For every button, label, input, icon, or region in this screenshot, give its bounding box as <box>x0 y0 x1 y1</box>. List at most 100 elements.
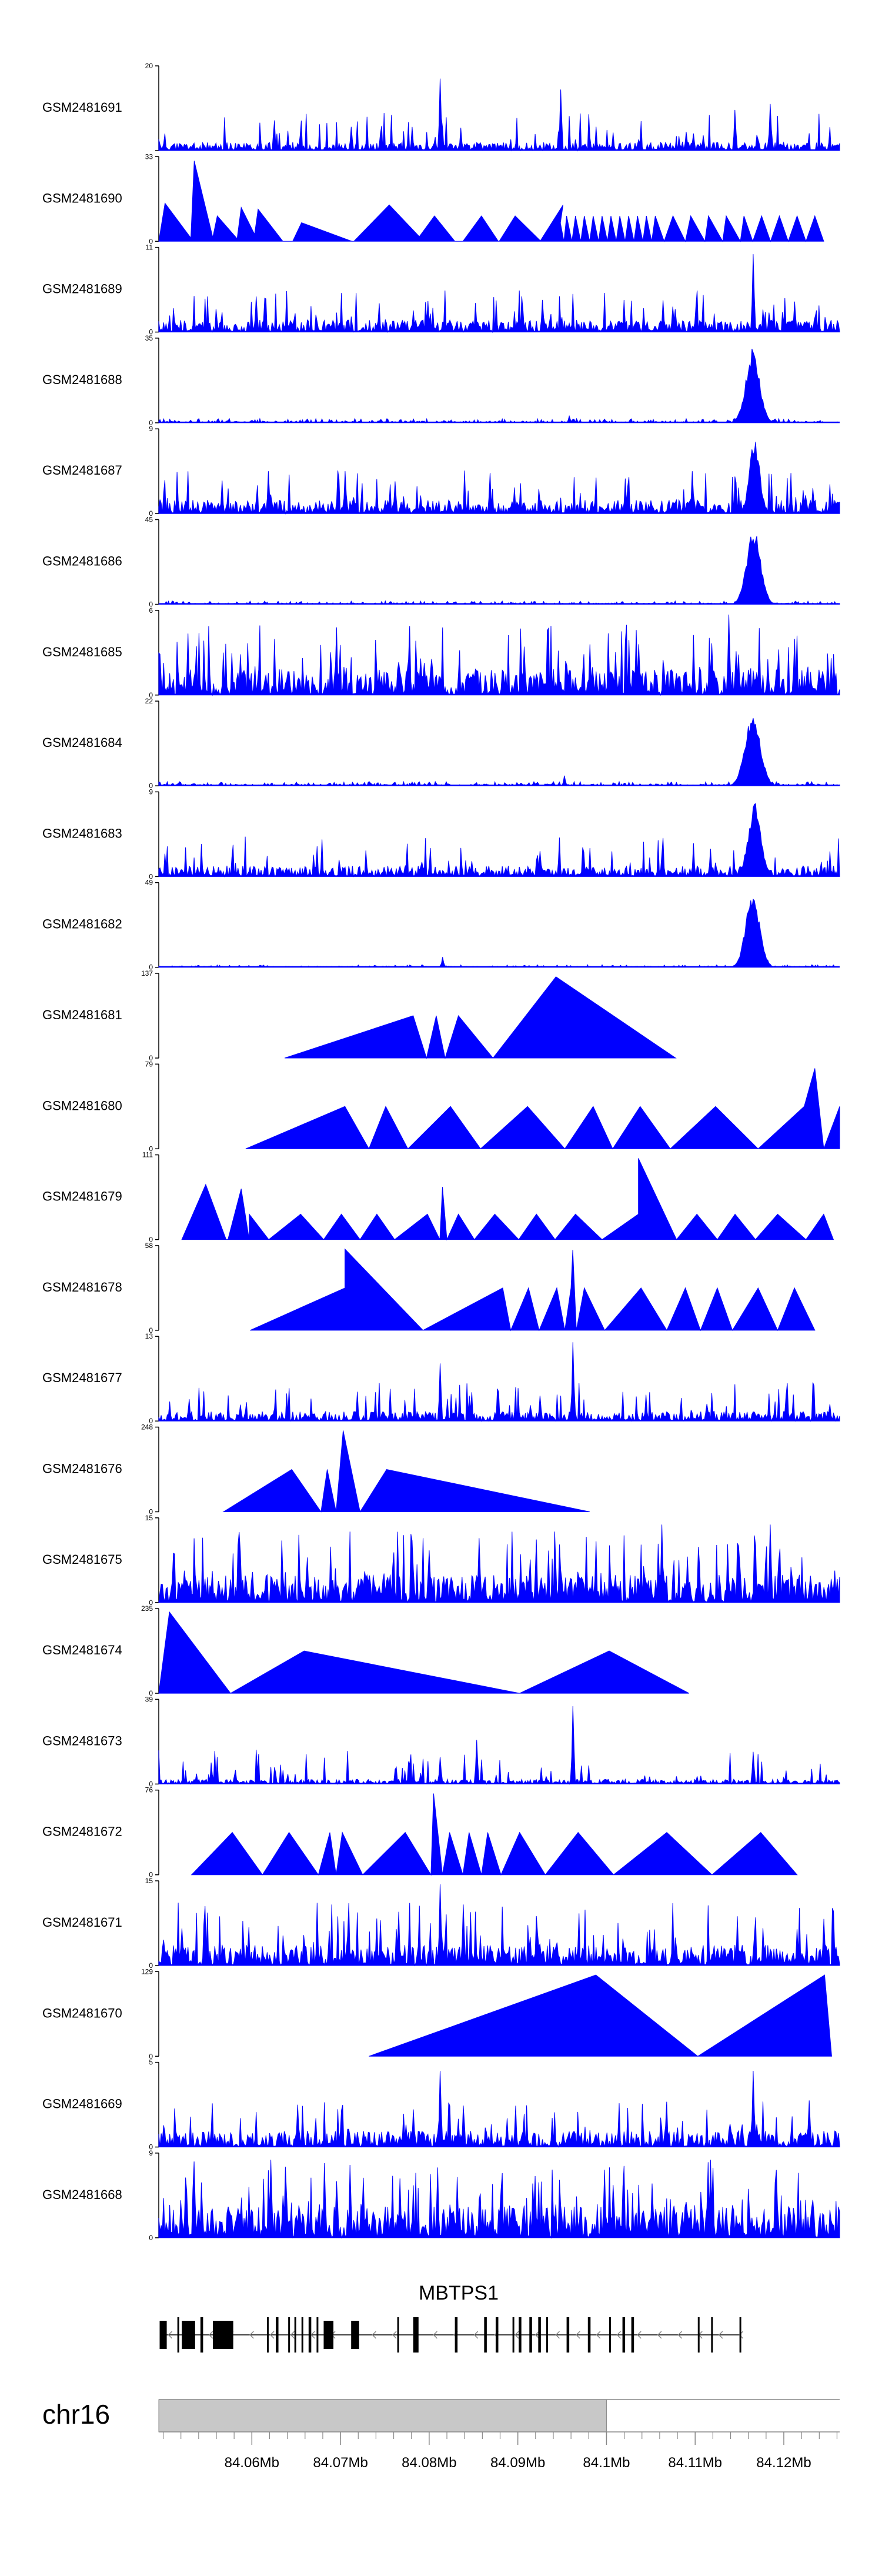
tick-label: 84.1Mb <box>583 2455 630 2471</box>
y-max-label: 6 <box>149 606 153 615</box>
tick-label: 84.12Mb <box>756 2455 811 2471</box>
y-max-label: 11 <box>146 243 153 252</box>
y-min-label: 0 <box>149 2234 153 2242</box>
gene-exon <box>484 2317 487 2353</box>
track-gsm2481683: GSM2481683 9 0 <box>42 788 840 880</box>
genome-axis: chr16 84.06Mb 84.07Mb 84.08Mb 84.09Mb 84.1Mb 8… <box>42 2399 840 2471</box>
track-label: GSM2481686 <box>42 554 122 569</box>
y-min-label: 0 <box>149 1054 153 1062</box>
gene-exon <box>177 2317 179 2353</box>
strand-arrow <box>269 2331 275 2339</box>
y-min-label: 0 <box>149 1417 153 1425</box>
gene-exon <box>566 2317 570 2353</box>
track-label: GSM2481674 <box>42 1643 122 1657</box>
tick-label: 84.08Mb <box>402 2455 456 2471</box>
y-max-label: 15 <box>145 1514 153 1522</box>
tick-label: 84.09Mb <box>490 2455 545 2471</box>
strand-arrow <box>433 2331 437 2339</box>
track-label: GSM2481685 <box>42 645 122 659</box>
track-signal <box>158 803 840 877</box>
strand-arrow <box>596 2331 601 2339</box>
strand-arrow <box>616 2331 622 2339</box>
y-max-label: 129 <box>141 1967 153 1976</box>
strand-arrow <box>372 2331 376 2339</box>
y-max-label: 235 <box>141 1604 153 1613</box>
gene-exon <box>455 2317 458 2353</box>
track-label: GSM2481668 <box>42 2187 122 2202</box>
track-gsm2481669: GSM2481669 5 0 <box>42 2058 840 2151</box>
gene-exon <box>397 2317 399 2353</box>
track-gsm2481685: GSM2481685 6 0 <box>42 606 840 699</box>
track-label: GSM2481677 <box>42 1370 122 1385</box>
y-min-label: 0 <box>149 1871 153 1879</box>
gene-exon <box>301 2317 303 2353</box>
y-max-label: 9 <box>149 2149 153 2157</box>
strand-arrow <box>473 2331 479 2339</box>
track-label: GSM2481687 <box>42 463 122 478</box>
track-signal <box>158 536 840 605</box>
y-min-label: 0 <box>149 1326 153 1334</box>
strand-arrow <box>576 2331 580 2339</box>
track-label: GSM2481684 <box>42 735 122 750</box>
track-gsm2481687: GSM2481687 9 0 <box>42 425 840 518</box>
y-max-label: 35 <box>145 334 153 342</box>
y-max-label: 33 <box>145 152 153 161</box>
y-max-label: 5 <box>149 2058 153 2067</box>
track-gsm2481677: GSM2481677 13 0 <box>42 1332 840 1425</box>
strand-arrow <box>677 2331 683 2339</box>
track-signal <box>158 78 840 152</box>
y-max-label: 79 <box>145 1060 153 1068</box>
gene-exon <box>200 2317 203 2353</box>
track-gsm2481691: GSM2481691 20 <box>42 62 840 152</box>
y-max-label: 137 <box>141 969 153 977</box>
y-min-label: 0 <box>149 1508 153 1516</box>
y-max-label: 111 <box>142 1151 153 1159</box>
track-label: GSM2481671 <box>42 1915 122 1930</box>
y-max-label: 20 <box>145 62 153 70</box>
gene-exon <box>159 2321 167 2349</box>
gene-exon <box>512 2317 514 2353</box>
y-max-label: 22 <box>145 697 153 705</box>
track-signal <box>245 1068 840 1150</box>
track-signal <box>158 1706 840 1786</box>
track-label: GSM2481675 <box>42 1552 122 1567</box>
gene-exon <box>294 2317 296 2353</box>
track-gsm2481686: GSM2481686 45 0 <box>42 516 840 609</box>
y-min-label: 0 <box>149 1599 153 1607</box>
gene-exon <box>182 2321 195 2349</box>
strand-arrow <box>514 2331 519 2339</box>
track-signal <box>158 1524 840 1604</box>
gene-exon <box>519 2317 522 2353</box>
y-max-label: 9 <box>149 788 153 796</box>
y-max-label: 9 <box>149 425 153 433</box>
ideogram-shaded-region <box>158 2399 607 2432</box>
gene-exon <box>622 2317 626 2353</box>
y-max-label: 15 <box>145 1877 153 1885</box>
track-label: GSM2481676 <box>42 1461 122 1476</box>
y-min-label: 0 <box>149 963 153 972</box>
track-label: GSM2481679 <box>42 1189 122 1204</box>
track-gsm2481670: GSM2481670 129 0 <box>42 1967 832 2060</box>
track-gsm2481689: GSM2481689 11 0 <box>42 243 840 336</box>
track-gsm2481682: GSM2481682 49 0 <box>42 879 840 972</box>
track-signal <box>158 161 824 242</box>
track-gsm2481681: GSM2481681 137 0 <box>42 969 677 1062</box>
y-min-label: 0 <box>149 872 153 880</box>
track-label: GSM2481688 <box>42 372 122 387</box>
track-signal <box>369 1974 832 2057</box>
track-signal <box>191 1793 798 1876</box>
track-label: GSM2481681 <box>42 1007 122 1022</box>
track-label: GSM2481691 <box>42 100 122 115</box>
strand-arrow <box>208 2331 213 2339</box>
gene-exon <box>308 2317 312 2353</box>
strand-arrow <box>392 2331 397 2339</box>
gene-exon <box>266 2317 269 2353</box>
track-gsm2481675: GSM2481675 15 0 <box>42 1514 840 1607</box>
track-signal <box>284 976 677 1059</box>
track-signal <box>158 718 840 787</box>
y-max-label: 49 <box>145 879 153 887</box>
track-gsm2481688: GSM2481688 35 0 <box>42 334 840 427</box>
gene-exon <box>546 2317 548 2353</box>
track-gsm2481674: GSM2481674 235 0 <box>42 1604 689 1697</box>
gene-exon <box>538 2317 541 2353</box>
